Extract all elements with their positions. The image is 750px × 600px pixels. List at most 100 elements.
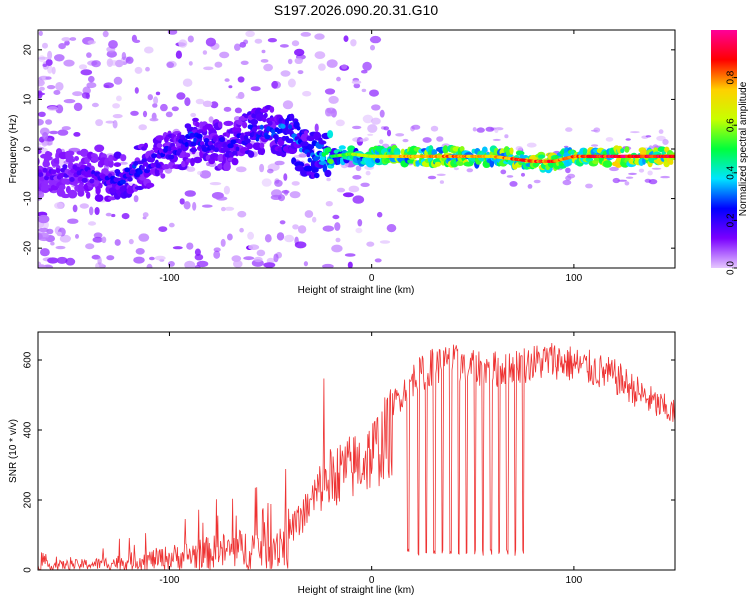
spectrogram-band-blob xyxy=(65,158,76,163)
spectrogram-band-blob xyxy=(184,152,191,158)
spectrogram-noise-blob xyxy=(328,95,339,104)
spectrogram-band-blob xyxy=(570,150,575,155)
spectrogram-noise-blob xyxy=(134,87,139,94)
spectrogram-noise-blob xyxy=(54,202,64,210)
spectrogram-noise-blob xyxy=(80,69,93,76)
spectrogram-noise-blob xyxy=(93,232,103,239)
spectrogram-noise-blob xyxy=(114,239,121,246)
spectrogram-ytick-label: 10 xyxy=(23,93,34,105)
spectrogram-noise-blob xyxy=(228,85,233,89)
spectrogram-noise-blob xyxy=(57,129,69,136)
spectrogram-ridge-core xyxy=(42,167,48,173)
spectrogram-noise-blob xyxy=(361,69,368,74)
spectrogram-noise-blob xyxy=(142,110,148,118)
spectrogram-noise-blob xyxy=(184,190,196,197)
spectrogram-noise-blob xyxy=(243,256,255,261)
spectrogram-noise-blob xyxy=(352,125,362,130)
spectrogram-noise-blob xyxy=(38,118,44,126)
spectrogram-noise-blob xyxy=(86,52,92,58)
spectrogram-noise-blob xyxy=(379,109,385,118)
spectrogram-noise-blob xyxy=(361,88,367,93)
spectrogram-band-blob xyxy=(95,185,101,195)
spectrogram-noise-blob xyxy=(208,116,214,123)
snr-axes: -100 0 100 0 200 400 600 xyxy=(23,332,675,586)
spectrogram-ridge-core xyxy=(87,169,91,175)
spectrogram-noise-blob xyxy=(453,167,459,171)
spectrogram-noise-blob xyxy=(314,51,326,59)
spectrogram-noise-blob xyxy=(533,179,541,184)
spectrogram-band-blob xyxy=(324,169,332,178)
snr-ytick-label: 600 xyxy=(23,351,34,368)
spectrogram-noise-blob xyxy=(370,44,375,51)
spectrogram-noise-blob xyxy=(47,50,53,60)
spectrogram-noise-blob xyxy=(38,75,50,81)
spectrogram-band-blob xyxy=(155,135,165,141)
spectrogram-band-blob xyxy=(482,146,488,153)
spectrogram-noise-blob xyxy=(365,170,371,176)
spectrogram-noise-blob xyxy=(355,165,362,172)
spectrogram-ridge-core xyxy=(38,172,44,178)
spectrogram-noise-blob xyxy=(355,227,363,234)
spectrogram-ridge-core xyxy=(124,167,131,173)
spectrogram-noise-blob xyxy=(263,262,276,268)
spectrogram-noise-blob xyxy=(55,245,66,250)
spectrogram-noise-blob xyxy=(515,146,523,151)
spectrogram-noise-blob xyxy=(202,50,208,55)
spectrogram-noise-blob xyxy=(168,222,175,228)
spectrogram-band-blob xyxy=(47,151,53,157)
spectrogram-noise-blob xyxy=(133,195,139,203)
spectrogram-noise-blob xyxy=(336,187,346,193)
spectrogram-noise-blob xyxy=(54,54,65,62)
spectrogram-noise-blob xyxy=(183,201,191,210)
spectrogram-noise-blob xyxy=(53,90,61,95)
spectrogram-noise-blob xyxy=(362,114,374,124)
spectrogram-noise-blob xyxy=(178,39,188,48)
spectrogram-noise-blob xyxy=(38,264,46,268)
spectrogram-noise-blob xyxy=(302,90,312,97)
spectrogram-noise-blob xyxy=(38,91,42,97)
spectrogram-noise-blob xyxy=(188,61,193,66)
spectrogram-ylabel: Frequency (Hz) xyxy=(8,115,19,184)
spectrogram-noise-blob xyxy=(492,138,501,141)
spectrogram-noise-blob xyxy=(662,139,669,145)
spectrogram-noise-blob xyxy=(628,172,637,175)
spectrogram-noise-blob xyxy=(292,224,299,230)
spectrogram-ytick-label: 0 xyxy=(23,146,34,152)
spectrogram-noise-blob xyxy=(647,170,653,176)
spectrogram-noise-blob xyxy=(196,260,209,268)
spectrogram-noise-blob xyxy=(624,181,630,186)
spectrogram-noise-blob xyxy=(261,49,266,54)
spectrogram-noise-blob xyxy=(49,130,59,135)
spectrogram-band-blob xyxy=(303,165,314,172)
spectrogram-noise-blob xyxy=(160,103,168,112)
spectrogram-noise-blob xyxy=(64,40,70,46)
spectrogram-band-blob xyxy=(620,148,625,154)
spectrogram-noise-blob xyxy=(374,258,382,263)
spectrogram-ridge-core xyxy=(244,138,251,144)
spectrogram-band-blob xyxy=(44,155,53,161)
spectrogram-band-blob xyxy=(65,150,75,156)
spectrogram-band-blob xyxy=(77,189,85,197)
spectrogram-noise-blob xyxy=(91,60,101,68)
spectrogram-band-blob xyxy=(259,142,265,149)
spectrogram-ridge-core xyxy=(140,165,145,171)
spectrogram-noise-blob xyxy=(88,75,95,83)
spectrogram-band-blob xyxy=(246,143,253,150)
spectrogram-noise-blob xyxy=(253,256,263,263)
spectrogram-ridge-core xyxy=(328,159,334,165)
spectrogram-band-blob xyxy=(192,117,199,122)
spectrogram-noise-blob xyxy=(351,80,362,85)
spectrogram-noise-blob xyxy=(369,89,379,97)
spectrogram-noise-blob xyxy=(284,189,289,196)
spectrogram-ridge-core xyxy=(264,134,271,140)
spectrogram-noise-blob xyxy=(506,175,514,178)
spectrogram-band-blob xyxy=(459,146,465,152)
snr-xtick-label: 0 xyxy=(369,575,375,586)
spectrogram-noise-blob xyxy=(297,70,304,75)
spectrogram-ridge-core xyxy=(324,147,332,153)
spectrogram-ridge-core xyxy=(39,176,45,182)
spectrogram-noise-blob xyxy=(326,177,331,182)
spectrogram-band-blob xyxy=(259,147,266,156)
spectrogram-noise-blob xyxy=(318,63,326,71)
